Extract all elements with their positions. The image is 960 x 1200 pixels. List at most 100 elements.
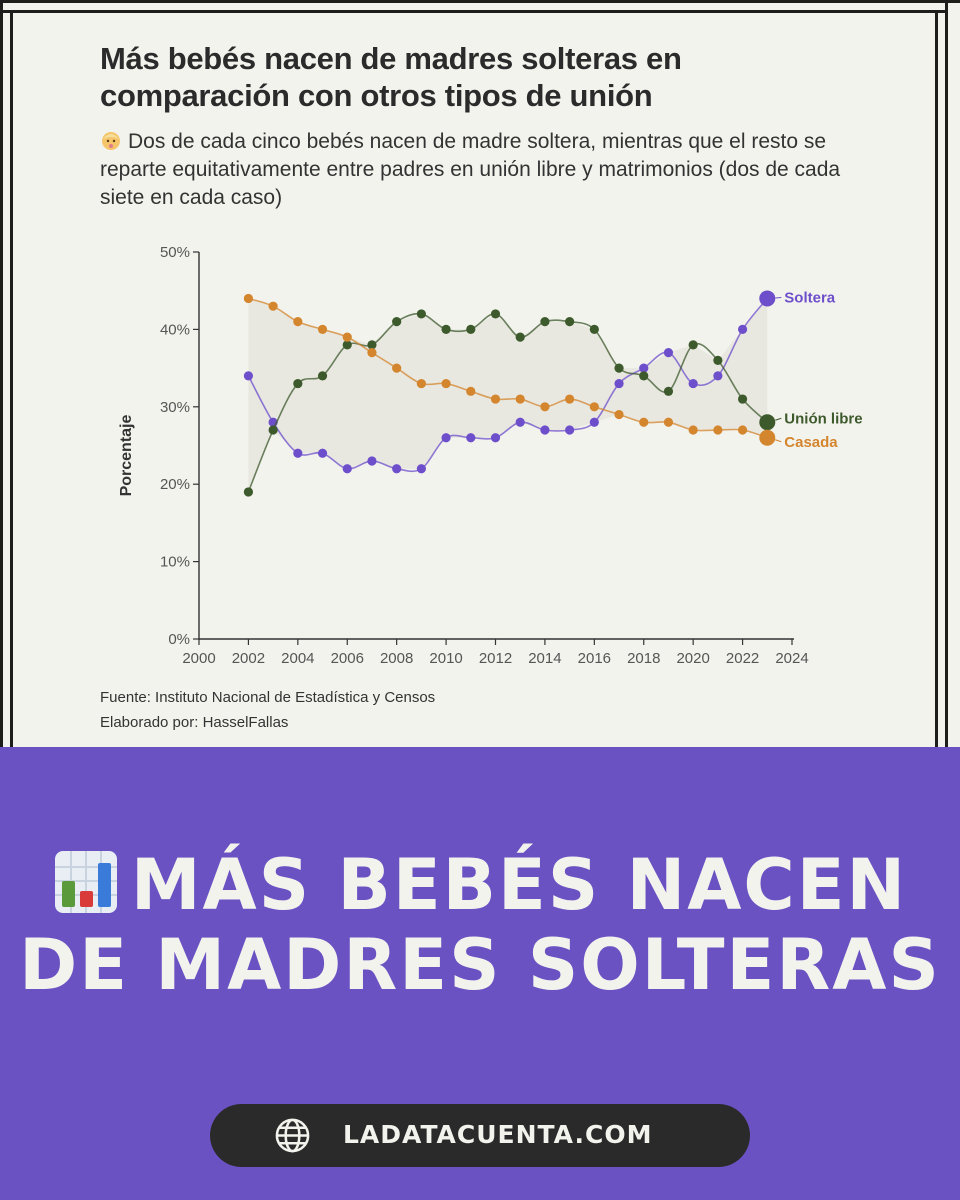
data-point-casada xyxy=(663,417,674,427)
data-point-soltera xyxy=(614,378,624,389)
banner-title: MÁS BEBÉS NACEN DE MADRES SOLTERAS xyxy=(0,845,960,1005)
data-point-union-libre xyxy=(466,324,476,334)
data-point-casada xyxy=(737,425,748,435)
x-tick-label: 2006 xyxy=(331,650,364,667)
data-point-union-libre xyxy=(688,340,698,350)
series-leader-casada xyxy=(775,439,782,443)
data-point-casada xyxy=(639,417,649,427)
data-point-casada xyxy=(713,425,723,435)
data-point-soltera xyxy=(441,433,451,443)
data-point-soltera xyxy=(490,433,501,443)
data-point-soltera xyxy=(392,464,402,474)
series-line-union-libre xyxy=(247,312,768,493)
y-tick-label: 40% xyxy=(160,321,190,338)
data-point-casada xyxy=(565,394,575,404)
frame-right-line-1 xyxy=(935,10,938,750)
data-point-soltera xyxy=(639,363,649,373)
y-tick-label: 10% xyxy=(160,554,190,571)
data-point-casada xyxy=(614,409,624,420)
series-label-union-libre: Unión libre xyxy=(784,410,862,427)
data-point-soltera xyxy=(243,371,254,381)
y-tick-label: 50% xyxy=(160,244,190,261)
bar-chart-icon xyxy=(54,851,117,913)
data-point-casada xyxy=(416,378,426,389)
frame-right-line-2 xyxy=(945,0,948,750)
data-point-casada xyxy=(317,324,328,334)
data-point-union-libre xyxy=(515,332,525,342)
data-point-casada xyxy=(367,348,377,358)
data-point-casada xyxy=(392,363,402,373)
website-label: LADATACUENTA.COM xyxy=(343,1120,653,1149)
author-note: Elaborado por: HasselFallas xyxy=(100,714,289,731)
banner-line-1-text: MÁS BEBÉS NACEN xyxy=(130,844,908,926)
data-point-soltera xyxy=(466,433,476,443)
data-point-casada xyxy=(293,317,303,327)
data-point-casada xyxy=(342,332,352,342)
data-point-union-libre xyxy=(293,378,303,389)
frame-top-line-1 xyxy=(0,0,960,3)
data-point-soltera xyxy=(737,324,748,334)
x-tick-label: 2024 xyxy=(775,650,808,667)
data-point-union-libre xyxy=(441,324,451,334)
baby-icon xyxy=(102,132,120,150)
data-point-casada xyxy=(688,425,698,435)
line-chart: 0% 10% 20% 30% 40% 50% 2000 2002 2004 2006 2008 201… xyxy=(118,244,863,667)
data-point-soltera xyxy=(713,371,723,381)
data-point-union-libre xyxy=(614,363,624,373)
data-point-casada xyxy=(268,301,278,311)
x-tick-label: 2014 xyxy=(528,650,561,667)
website-link[interactable]: LADATACUENTA.COM xyxy=(210,1104,750,1167)
series-leader-union-libre xyxy=(775,417,782,421)
data-point-union-libre xyxy=(540,317,550,327)
x-tick-label: 2016 xyxy=(578,650,611,667)
data-point-soltera xyxy=(342,464,352,474)
data-point-union-libre xyxy=(243,487,254,497)
data-point-union-libre xyxy=(759,414,776,431)
frame-left-line-1 xyxy=(0,0,3,750)
x-tick-label: 2000 xyxy=(182,650,215,667)
series-line-casada xyxy=(248,297,768,439)
x-tick-label: 2018 xyxy=(627,650,660,667)
data-point-union-libre xyxy=(317,371,328,381)
x-tick-label: 2020 xyxy=(676,650,709,667)
data-point-casada xyxy=(466,386,476,396)
series-label-casada: Casada xyxy=(784,434,838,451)
data-point-soltera xyxy=(293,448,303,458)
data-point-casada xyxy=(490,394,501,404)
data-point-casada xyxy=(441,378,451,389)
bottom-banner: MÁS BEBÉS NACEN DE MADRES SOLTERAS LADAT… xyxy=(0,747,960,1200)
frame-top-line-2 xyxy=(0,10,945,13)
banner-title-line-1: MÁS BEBÉS NACEN xyxy=(0,845,960,925)
data-point-union-libre xyxy=(639,371,649,381)
data-point-casada xyxy=(515,394,525,404)
y-axis-title: Porcentaje xyxy=(118,414,135,496)
range-band xyxy=(248,298,768,492)
x-tick-label: 2002 xyxy=(232,650,265,667)
data-point-soltera xyxy=(663,348,674,358)
data-point-casada xyxy=(243,293,254,304)
data-point-soltera xyxy=(367,456,377,466)
data-point-union-libre xyxy=(392,317,402,327)
data-point-soltera xyxy=(688,378,698,389)
x-tick-label: 2008 xyxy=(380,650,413,667)
data-point-union-libre xyxy=(342,340,352,350)
data-point-union-libre xyxy=(565,317,575,327)
data-point-casada xyxy=(589,402,599,412)
data-point-soltera xyxy=(565,425,575,435)
data-point-soltera xyxy=(540,425,550,435)
y-tick-label: 30% xyxy=(160,399,190,416)
data-point-union-libre xyxy=(268,425,278,435)
data-point-soltera xyxy=(589,417,599,427)
chart-subtitle: Dos de cada cinco bebés nacen de madre s… xyxy=(100,128,880,212)
data-point-union-libre xyxy=(367,340,377,350)
y-tick-label: 20% xyxy=(160,476,190,493)
data-point-soltera xyxy=(317,448,328,458)
data-point-casada xyxy=(759,429,776,446)
x-tick-label: 2022 xyxy=(726,650,759,667)
data-point-union-libre xyxy=(663,386,674,396)
chart-card: Más bebés nacen de madres solteras en co… xyxy=(20,22,932,762)
data-point-soltera xyxy=(416,464,426,474)
data-point-union-libre xyxy=(713,355,723,365)
data-point-union-libre xyxy=(416,309,426,319)
globe-icon xyxy=(275,1118,310,1153)
